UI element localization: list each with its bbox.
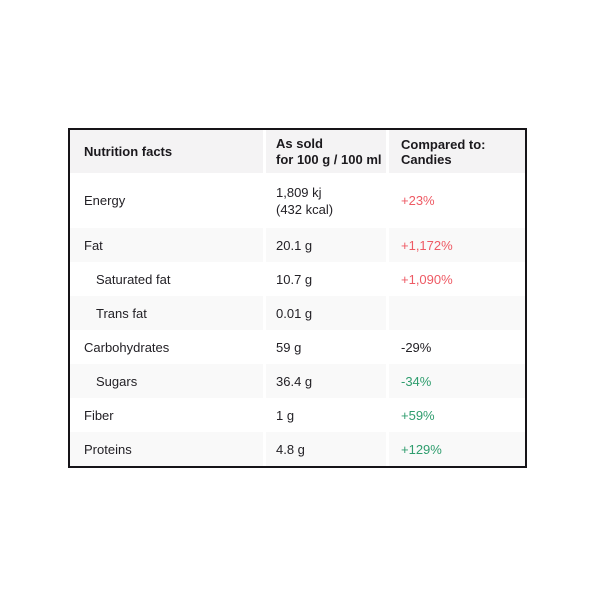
nutrient-label-cell: Sugars — [70, 364, 263, 398]
table-body: Energy 1,809 kj (432 kcal) +23% Fat 20.1… — [70, 173, 525, 466]
comparison-value: +1,172% — [401, 237, 453, 253]
header-compared-to: Compared to: Candies — [386, 130, 525, 173]
comparison-cell — [386, 296, 525, 330]
nutrient-value-cell: 59 g — [263, 330, 386, 364]
comparison-value: +23% — [401, 193, 435, 208]
nutrient-value-cell: 10.7 g — [263, 262, 386, 296]
nutrient-label: Carbohydrates — [84, 339, 170, 355]
table-row-proteins: Proteins 4.8 g +129% — [70, 432, 525, 466]
table-row-saturated-fat: Saturated fat 10.7 g +1,090% — [70, 262, 525, 296]
header-nutrition-facts: Nutrition facts — [70, 130, 263, 173]
comparison-cell: -29% — [386, 330, 525, 364]
nutrient-label: Proteins — [84, 441, 132, 457]
nutrient-value: 0.01 g — [276, 305, 313, 321]
nutrient-label-cell: Fiber — [70, 398, 263, 432]
comparison-cell: +129% — [386, 432, 525, 466]
nutrient-value-cell: 36.4 g — [263, 364, 386, 398]
nutrient-value-cell: 4.8 g — [263, 432, 386, 466]
nutrient-label: Trans fat — [96, 305, 147, 321]
comparison-value: +129% — [401, 441, 442, 457]
comparison-cell: -34% — [386, 364, 525, 398]
nutrient-label: Saturated fat — [96, 271, 171, 287]
comparison-value: +59% — [401, 407, 435, 423]
nutrient-value-secondary: (432 kcal) — [276, 201, 334, 217]
nutrient-value-cell: 0.01 g — [263, 296, 386, 330]
nutrient-value: 4.8 g — [276, 441, 305, 457]
nutrient-value: 20.1 g — [276, 237, 313, 253]
comparison-value: -34% — [401, 373, 432, 389]
comparison-cell: +1,172% — [386, 228, 525, 262]
nutrient-value: 10.7 g — [276, 271, 313, 287]
nutrient-label-cell: Carbohydrates — [70, 330, 263, 364]
nutrition-facts-table: Nutrition facts As sold for 100 g / 100 … — [68, 128, 527, 468]
nutrient-value-cell: 1 g — [263, 398, 386, 432]
nutrient-label-cell: Saturated fat — [70, 262, 263, 296]
header-as-sold-line2: for 100 g / 100 ml — [276, 151, 382, 167]
table-row-fiber: Fiber 1 g +59% — [70, 398, 525, 432]
nutrient-label: Fat — [84, 237, 103, 253]
header-nutrition-facts-label: Nutrition facts — [84, 144, 173, 159]
comparison-cell: +23% — [386, 173, 525, 228]
table-row-sugars: Sugars 36.4 g -34% — [70, 364, 525, 398]
nutrient-value: 36.4 g — [276, 373, 313, 389]
table-row-energy: Energy 1,809 kj (432 kcal) +23% — [70, 173, 525, 228]
nutrient-label-cell: Trans fat — [70, 296, 263, 330]
header-as-sold: As sold for 100 g / 100 ml — [263, 130, 386, 173]
header-compared-to-label: Compared to: Candies — [401, 136, 486, 167]
table-header-row: Nutrition facts As sold for 100 g / 100 … — [70, 130, 525, 173]
table-row-trans-fat: Trans fat 0.01 g — [70, 296, 525, 330]
comparison-cell: +1,090% — [386, 262, 525, 296]
nutrient-label-cell: Energy — [70, 173, 263, 228]
comparison-cell: +59% — [386, 398, 525, 432]
nutrient-label-cell: Fat — [70, 228, 263, 262]
nutrient-label: Sugars — [96, 373, 138, 389]
table-row-carbohydrates: Carbohydrates 59 g -29% — [70, 330, 525, 364]
comparison-value: -29% — [401, 339, 432, 355]
nutrient-value-cell: 20.1 g — [263, 228, 386, 262]
nutrient-label: Energy — [84, 193, 126, 208]
nutrient-value: 1 g — [276, 407, 295, 423]
nutrient-value: 1,809 kj — [276, 184, 322, 200]
comparison-value: +1,090% — [401, 271, 453, 287]
nutrient-label-cell: Proteins — [70, 432, 263, 466]
table-row-fat: Fat 20.1 g +1,172% — [70, 228, 525, 262]
nutrient-value: 59 g — [276, 339, 302, 355]
header-as-sold-line1: As sold — [276, 135, 323, 151]
nutrient-value-cell: 1,809 kj (432 kcal) — [263, 173, 386, 228]
nutrient-label: Fiber — [84, 407, 114, 423]
